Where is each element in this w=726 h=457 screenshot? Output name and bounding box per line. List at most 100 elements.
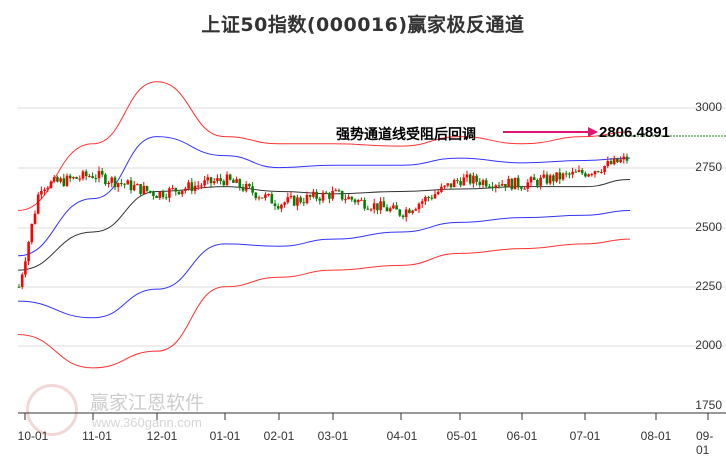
candle — [62, 178, 66, 186]
candle — [88, 176, 91, 178]
y-tick-1750: 1750 — [695, 398, 722, 412]
candle — [401, 215, 405, 218]
candle — [59, 178, 62, 182]
candle — [155, 195, 158, 199]
candle — [510, 178, 514, 190]
arrow-icon — [503, 127, 598, 137]
candle — [584, 173, 587, 177]
candle — [443, 185, 446, 187]
candle — [369, 209, 373, 211]
x-tick-12-01: 12-01 — [146, 429, 178, 443]
candle — [171, 187, 174, 189]
candle — [561, 173, 565, 180]
candle — [142, 185, 146, 194]
candle — [241, 187, 245, 191]
candle — [248, 184, 251, 187]
candle — [65, 175, 69, 186]
candle — [382, 201, 386, 208]
candle — [257, 197, 261, 199]
x-tick-08-01: 08-01 — [640, 429, 672, 443]
grid-lines — [18, 107, 726, 347]
band-line — [17, 238, 631, 369]
candle — [395, 205, 398, 210]
candle — [430, 197, 434, 199]
candle — [564, 173, 568, 175]
y-tick-3000: 3000 — [695, 100, 722, 114]
candle — [52, 177, 56, 182]
candle — [136, 184, 139, 186]
x-tick-03-01: 03-01 — [317, 429, 349, 443]
candle — [81, 171, 85, 179]
candle — [532, 177, 536, 181]
candle — [478, 181, 482, 185]
watermark-name: 赢家江恩软件 — [90, 392, 205, 414]
candle — [568, 173, 571, 175]
candle — [376, 203, 379, 211]
candle — [446, 183, 450, 186]
candle — [440, 186, 443, 192]
x-tick-01-01: 01-01 — [209, 429, 241, 443]
candle — [97, 170, 101, 179]
candle — [612, 158, 616, 165]
candle — [366, 208, 370, 210]
candle — [372, 203, 376, 210]
candle — [27, 242, 30, 262]
candle — [433, 194, 437, 199]
candle — [398, 209, 402, 216]
candle — [449, 183, 453, 188]
candle — [289, 195, 293, 198]
band-line — [17, 210, 631, 319]
candle — [161, 191, 165, 198]
x-tick-09-01: 09-01 — [696, 429, 714, 457]
candle — [465, 174, 469, 178]
candle — [523, 188, 526, 190]
candle — [420, 201, 424, 204]
candle — [78, 178, 82, 180]
candle — [542, 174, 546, 178]
candle — [328, 193, 331, 199]
candle — [251, 186, 254, 193]
candle — [129, 180, 133, 191]
y-tick-2750: 2750 — [695, 160, 722, 174]
candle — [491, 186, 494, 188]
candle — [190, 182, 194, 192]
candle — [379, 201, 382, 211]
candle — [209, 177, 213, 184]
candle — [267, 193, 270, 195]
candle — [417, 203, 421, 210]
candle — [30, 223, 34, 243]
candle — [228, 174, 232, 180]
candle — [324, 192, 328, 194]
candle — [622, 156, 626, 160]
candle — [459, 181, 462, 186]
candle — [123, 183, 126, 185]
candle — [107, 182, 110, 185]
candle — [180, 190, 184, 195]
candle — [593, 171, 597, 175]
candle — [312, 191, 315, 197]
y-tick-2500: 2500 — [695, 220, 722, 234]
candle — [606, 161, 610, 167]
candle — [280, 204, 283, 209]
watermark-url: www.360gann.com — [92, 415, 202, 430]
candle — [350, 196, 354, 200]
candle — [152, 191, 155, 196]
candle — [110, 177, 114, 183]
candle — [590, 174, 594, 176]
candle — [219, 178, 222, 182]
candle — [340, 190, 344, 200]
candle — [168, 188, 171, 198]
candle — [308, 194, 312, 197]
candle — [292, 195, 296, 206]
candle — [481, 180, 485, 185]
candle — [494, 185, 498, 188]
candle — [270, 193, 274, 204]
candle — [587, 174, 590, 177]
candle — [555, 172, 558, 182]
candle — [552, 175, 555, 182]
candle — [580, 170, 584, 174]
candle — [558, 172, 562, 180]
candle — [472, 175, 475, 184]
candle — [177, 191, 181, 195]
x-tick-02-01: 02-01 — [263, 429, 295, 443]
